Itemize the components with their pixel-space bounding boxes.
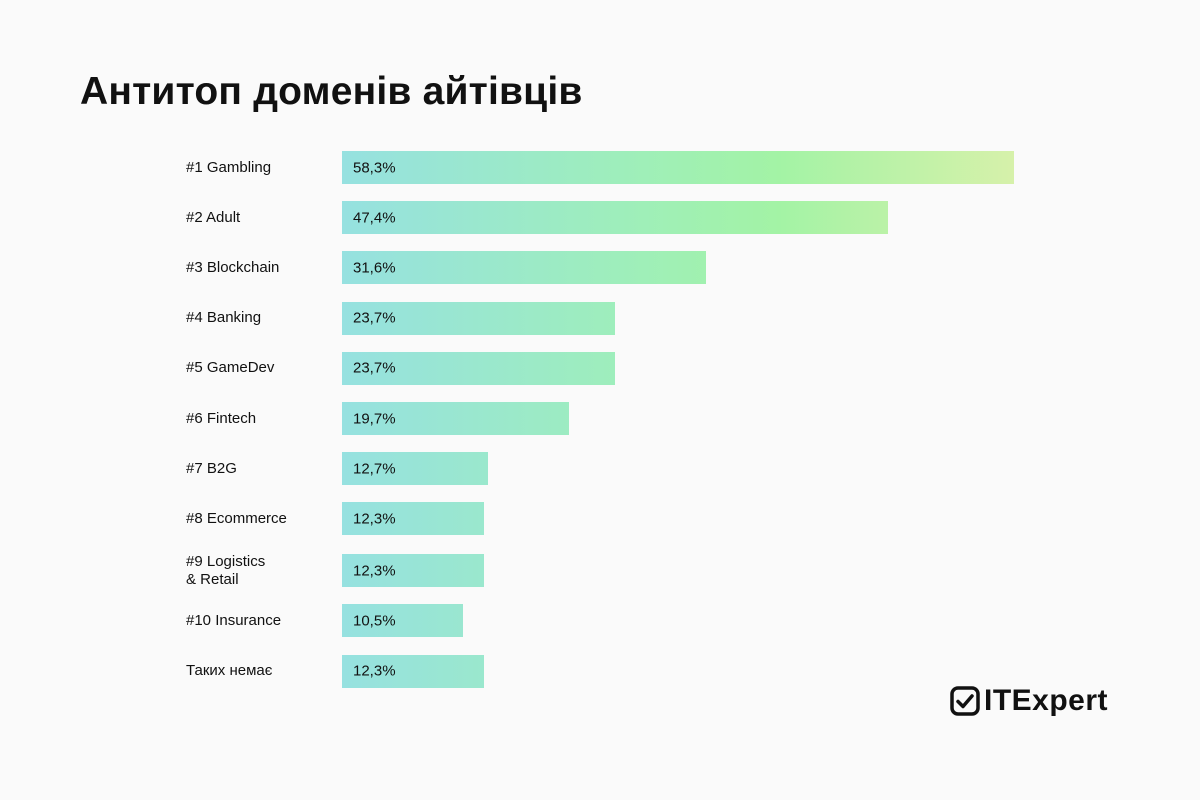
bar: 19,7% [342,402,570,435]
value-label: 19,7% [353,410,396,427]
bar-row: #8 Ecommerce 12,3% [0,502,1200,536]
category-label: #8 Ecommerce [186,509,287,527]
bar: 31,6% [342,251,707,285]
value-label: 10,5% [353,612,396,630]
value-label: 12,3% [353,662,396,680]
category-label: #2 Adult [186,208,241,226]
bar: 58,3% [342,151,1014,184]
bar-row: Таких немає 12,3% [0,654,1200,688]
bar-row: #2 Adult 47,4% [0,201,1200,235]
value-label: 58,3% [353,159,396,176]
category-label: #6 Fintech [186,409,257,427]
bar: 12,3% [342,502,484,536]
value-label: 12,3% [353,510,396,528]
bar: 12,3% [342,654,484,688]
logo-text: ITExpert [984,684,1109,717]
category-label: #7 B2G [186,459,237,477]
category-label: Таких немає [186,662,273,679]
bar: 23,7% [342,351,616,385]
bar-row: #1 Gambling 58,3% [0,151,1200,184]
category-label: #4 Banking [186,309,262,327]
bar: 12,7% [342,452,489,486]
bar-row: #7 B2G 12,7% [0,452,1200,486]
bar: 12,3% [342,554,484,588]
logo: ITExpert [950,684,1108,718]
bar-row: #9 Logistics & Retail 12,3% [0,552,1200,588]
category-label: #10 Insurance [186,611,282,629]
bar-row: #6 Fintech 19,7% [0,402,1200,435]
category-label: #9 Logistics & Retail [186,552,266,588]
bar: 10,5% [342,604,463,638]
bar-row: #5 GameDev 23,7% [0,351,1200,385]
value-label: 31,6% [353,259,396,277]
bar-row: #3 Blockchain 31,6% [0,251,1200,285]
category-label: #3 Blockchain [186,258,280,276]
bar-row: #10 Insurance 10,5% [0,604,1200,638]
category-label: #1 Gambling [186,158,272,176]
value-label: 23,7% [353,309,396,327]
bar: 47,4% [342,201,889,235]
bar-row: #4 Banking 23,7% [0,301,1200,335]
category-label: #5 GameDev [186,359,275,377]
value-label: 12,3% [353,562,396,580]
checkbox-check-icon [950,686,980,716]
value-label: 23,7% [353,359,396,377]
chart-title: Антитоп доменів айтівців [80,70,583,113]
bar: 23,7% [342,301,616,335]
value-label: 12,7% [353,460,396,478]
value-label: 47,4% [353,209,396,227]
